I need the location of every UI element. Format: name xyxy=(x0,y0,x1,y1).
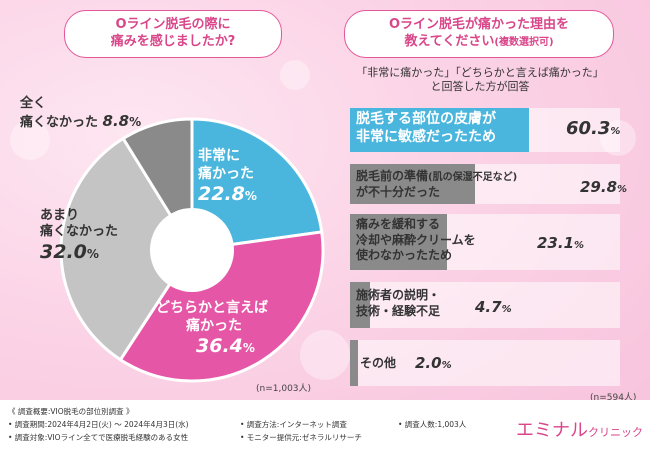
respondent-note-line1: 「非常に痛かった」「どちらかと言えば痛かった」 xyxy=(356,66,604,79)
slice-label-very-painful: 非常に 痛かった 22.8% xyxy=(198,148,257,207)
bar-label-sensitive-skin: 脱毛する部位の皮膚が 非常に敏感だったため xyxy=(356,110,496,146)
bar-value-sensitive-skin-num: 60.3 xyxy=(566,118,611,139)
question-right-line1: Oライン脱毛が痛かった理由を xyxy=(388,17,570,32)
bar-value-preparation: 29.8% xyxy=(580,178,627,196)
slice-label-not-very-painful: あまり 痛くなかった 32.0% xyxy=(40,208,118,264)
respondent-note-line2: と回答した方が回答 xyxy=(430,80,530,93)
bar-label-no-cream-line2: 冷却や麻酔クリームを xyxy=(356,232,476,247)
bar-value-preparation-pct: % xyxy=(617,184,628,195)
bokeh-decoration xyxy=(300,330,350,380)
pie-slice-very-painful xyxy=(190,117,324,252)
slice-label-very-painful-line1: 非常に xyxy=(198,148,240,164)
pie-slice-not-very-painful xyxy=(59,136,194,362)
bar-track-4 xyxy=(350,340,620,386)
bar-value-no-cream-num: 23.1 xyxy=(537,234,575,252)
sample-size-left: (n=1,003人) xyxy=(256,384,312,394)
bar-label-other-line1: その他 xyxy=(360,356,397,370)
question-right-line2: 教えてください xyxy=(404,33,495,49)
slice-pct-somewhat-painful: % xyxy=(242,341,255,355)
bar-value-sensitive-skin: 60.3% xyxy=(566,118,620,139)
slice-label-not-painful-at-all-line1: 全く xyxy=(20,96,47,111)
bar-value-explanation: 4.7% xyxy=(475,298,512,316)
bar-label-preparation-line1: 脱毛前の準備 xyxy=(356,169,429,183)
footer-respondents: • 調査人数:1,003人 xyxy=(398,420,467,429)
question-left-line1: Oライン脱毛の際に xyxy=(115,17,231,32)
bar-value-other: 2.0% xyxy=(415,354,452,372)
bar-label-sensitive-skin-line1: 脱毛する部位の皮膚が xyxy=(356,111,496,127)
slice-pct-very-painful: % xyxy=(244,189,257,203)
bar-value-other-pct: % xyxy=(441,360,452,371)
bar-value-explanation-pct: % xyxy=(501,304,512,315)
footer-survey-method: • 調査方法:インターネット調査 xyxy=(240,420,347,429)
footer-survey-target: • 調査対象:VIOライン全てで医療脱毛経験のある女性 xyxy=(8,433,189,442)
question-right: Oライン脱毛が痛かった理由を 教えてください(複数選択可) xyxy=(344,10,614,58)
bar-reason-explanation xyxy=(350,282,370,328)
bar-label-sensitive-skin-line2: 非常に敏感だったため xyxy=(356,129,496,146)
slice-value-not-very-painful: 32.0 xyxy=(40,240,87,263)
footer: 《 調査概要:VIO脱毛の部位別調査 》 • 調査期間:2024年4月2日(火)… xyxy=(0,400,650,450)
bar-value-explanation-num: 4.7 xyxy=(475,298,502,316)
sample-size-right: (n=594人) xyxy=(590,393,637,403)
bar-value-other-num: 2.0 xyxy=(415,354,442,372)
slice-label-somewhat-painful: どちらかと言えば 痛かった 36.4% xyxy=(156,300,268,359)
slice-label-not-painful-at-all-line2: 痛くなかった xyxy=(20,115,99,131)
footer-monitor-provider: • モニター提供元:ゼネラルリサーチ xyxy=(240,433,362,442)
bar-track-3 xyxy=(350,282,620,328)
bokeh-decoration xyxy=(10,120,50,160)
bar-value-sensitive-skin-pct: % xyxy=(610,126,621,137)
question-right-sub: (複数選択可) xyxy=(494,36,554,48)
bar-reason-preparation xyxy=(350,164,475,204)
brand-logo: エミナルクリニック xyxy=(516,416,643,442)
bar-label-no-cream-line1: 痛みを緩和する xyxy=(356,217,441,231)
brand-name: エミナル xyxy=(516,420,588,441)
slice-value-very-painful: 22.8 xyxy=(198,183,245,205)
slice-value-not-painful-at-all: 8.8 xyxy=(102,112,130,131)
question-left: Oライン脱毛の際に 痛みを感じましたか? xyxy=(64,10,282,58)
bar-reason-no-cream xyxy=(350,214,447,270)
slice-value-somewhat-painful: 36.4 xyxy=(196,335,243,357)
bar-label-explanation-line1: 施術者の説明・ xyxy=(356,288,441,302)
slice-label-not-painful-at-all: 全く 痛くなかった 8.8% xyxy=(20,96,141,132)
bokeh-decoration xyxy=(280,60,310,90)
slice-label-somewhat-painful-line1: どちらかと言えば xyxy=(156,300,268,316)
footer-survey-summary: 《 調査概要:VIO脱毛の部位別調査 》 xyxy=(8,407,134,416)
slice-label-very-painful-line2: 痛かった xyxy=(198,165,254,182)
pie-slice-somewhat-painful xyxy=(118,230,325,383)
bar-label-other: その他 xyxy=(360,356,396,372)
footer-survey-period: • 調査期間:2024年4月2日(火) 〜 2024年4月3日(水) xyxy=(8,420,189,429)
slice-pct-not-very-painful: % xyxy=(86,246,99,261)
bar-label-preparation-line2: が不十分だった xyxy=(356,184,441,199)
bar-label-explanation: 施術者の説明・ 技術・経験不足 xyxy=(356,288,440,319)
slice-label-not-very-painful-line2: 痛くなかった xyxy=(40,224,119,240)
bar-label-explanation-line2: 技術・経験不足 xyxy=(356,303,441,318)
slice-label-somewhat-painful-line2: 痛かった xyxy=(186,317,242,334)
slice-pct-not-painful-at-all: % xyxy=(129,115,142,130)
question-left-line2: 痛みを感じましたか? xyxy=(110,33,236,49)
bar-value-no-cream-pct: % xyxy=(574,240,585,251)
pie-center-hole xyxy=(150,208,234,292)
brand-suffix: クリニック xyxy=(588,426,643,439)
bar-label-preparation: 脱毛前の準備(肌の保湿不足など) が不十分だった xyxy=(356,169,517,200)
bar-value-no-cream: 23.1% xyxy=(537,234,584,252)
bar-reason-other xyxy=(350,340,358,386)
bar-label-no-cream-line3: 使わなかったため xyxy=(356,248,453,263)
bar-label-no-cream: 痛みを緩和する 冷却や麻酔クリームを 使わなかったため xyxy=(356,217,476,264)
bar-label-preparation-note: (肌の保湿不足など) xyxy=(428,172,518,183)
bar-reason-sensitive-skin xyxy=(350,108,529,152)
bar-value-preparation-num: 29.8 xyxy=(580,178,618,196)
slice-label-not-very-painful-line1: あまり xyxy=(40,208,80,223)
